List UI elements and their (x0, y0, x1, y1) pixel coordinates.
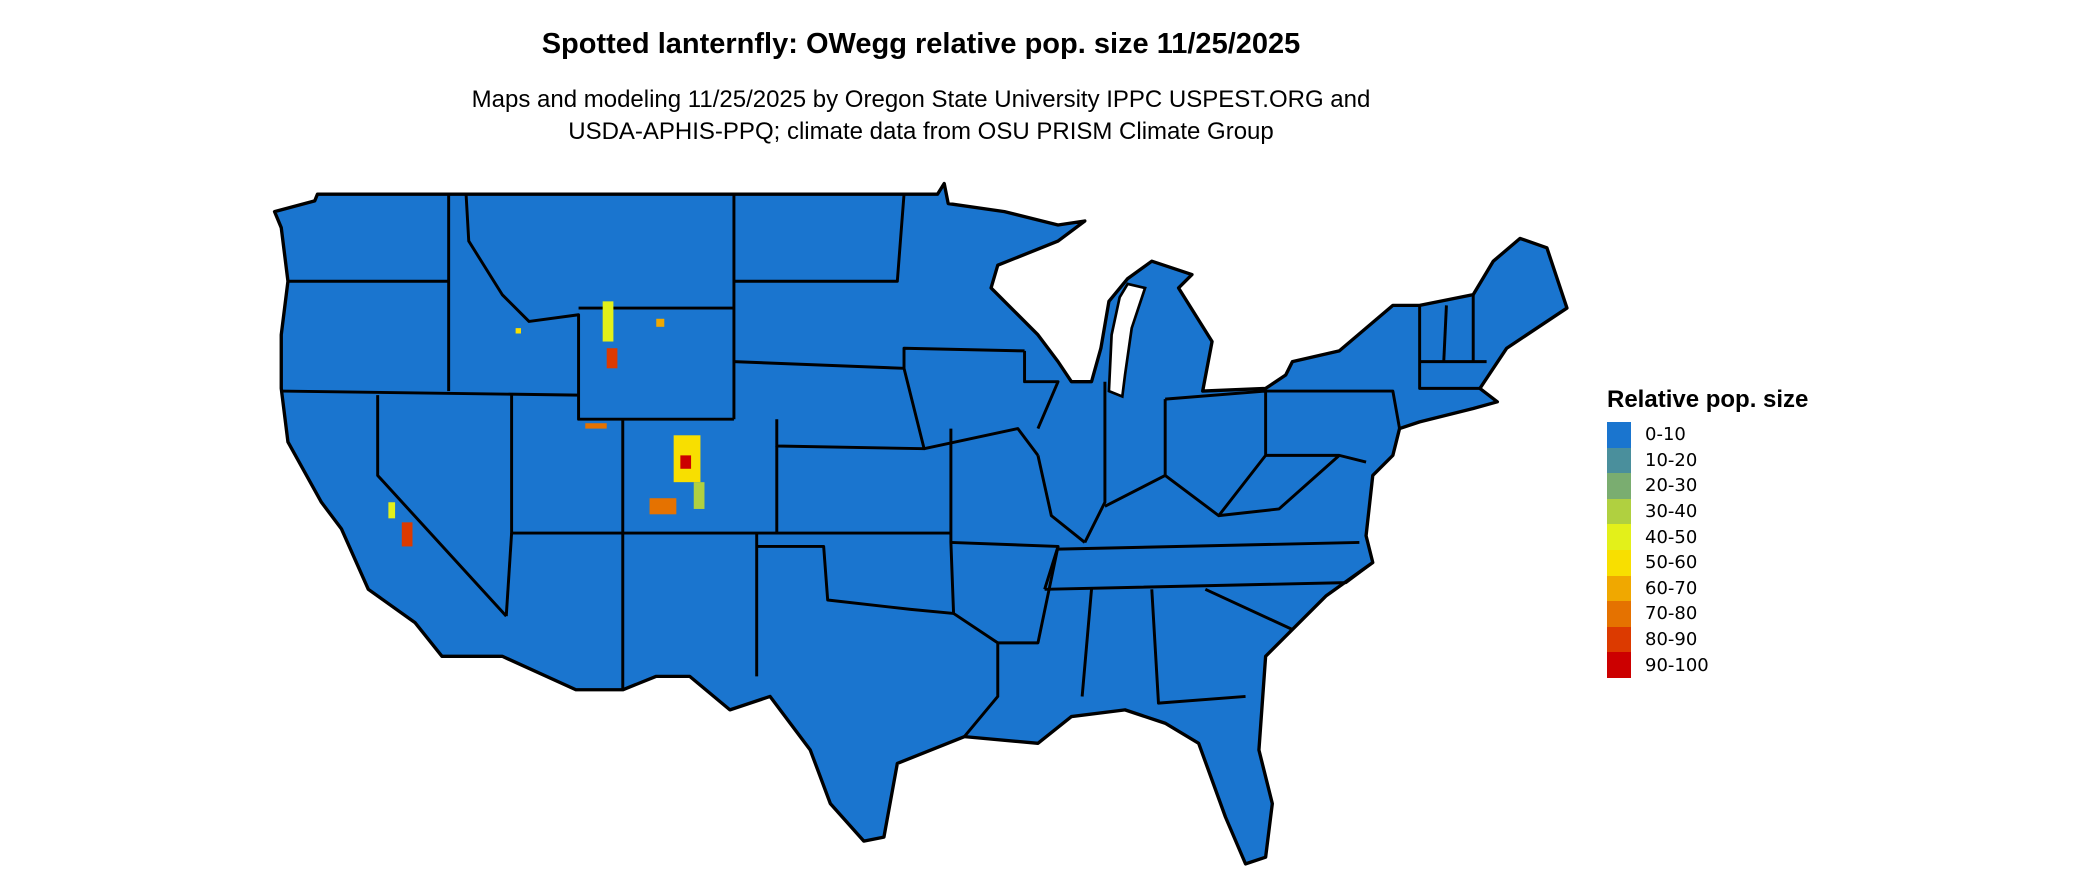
legend-label: 80-90 (1645, 629, 1698, 651)
legend-item: 70-80 (1607, 601, 1808, 627)
legend-swatch (1607, 549, 1631, 576)
legend-swatch (1607, 626, 1631, 653)
legend-swatch (1607, 524, 1631, 550)
legend-label: 20-30 (1645, 475, 1698, 497)
legend-label: 50-60 (1645, 552, 1698, 574)
legend-label: 30-40 (1645, 501, 1698, 523)
legend-item: 50-60 (1607, 549, 1808, 576)
state-boundaries (281, 194, 1487, 738)
legend-swatch (1607, 575, 1631, 602)
legend-item: 60-70 (1607, 575, 1808, 602)
legend-swatch (1607, 422, 1631, 448)
legend-swatch (1607, 473, 1631, 499)
legend-label: 60-70 (1645, 577, 1698, 599)
legend-item: 30-40 (1607, 498, 1808, 525)
legend-item: 0-10 (1607, 422, 1808, 448)
legend-swatch (1607, 652, 1631, 678)
legend-label: 0-10 (1645, 424, 1686, 446)
legend-swatch (1607, 498, 1631, 525)
legend: Relative pop. size 0-10 10-20 20-30 30-40 40… (1607, 386, 1808, 678)
map-subtitle-line-1: Maps and modeling 11/25/2025 by Oregon S… (471, 86, 1371, 113)
high-population-hotspots (388, 301, 705, 547)
legend-swatch (1607, 601, 1631, 627)
map-subtitle-line-2: USDA-APHIS-PPQ; climate data from OSU PR… (568, 118, 1274, 145)
legend-label: 70-80 (1645, 603, 1698, 625)
legend-label: 90-100 (1645, 654, 1709, 676)
legend-item: 10-20 (1607, 447, 1808, 474)
lake-michigan (1107, 282, 1147, 399)
legend-item: 40-50 (1607, 524, 1808, 550)
legend-label: 10-20 (1645, 449, 1698, 471)
legend-item: 20-30 (1607, 473, 1808, 499)
legend-swatch (1607, 447, 1631, 474)
legend-label: 40-50 (1645, 526, 1698, 548)
legend-item: 90-100 (1607, 652, 1808, 678)
legend-title: Relative pop. size (1607, 386, 1809, 413)
us-landmass (272, 181, 1569, 866)
map-title: Spotted lanternfly: OWegg relative pop. … (541, 28, 1301, 60)
legend-item: 80-90 (1607, 626, 1808, 653)
